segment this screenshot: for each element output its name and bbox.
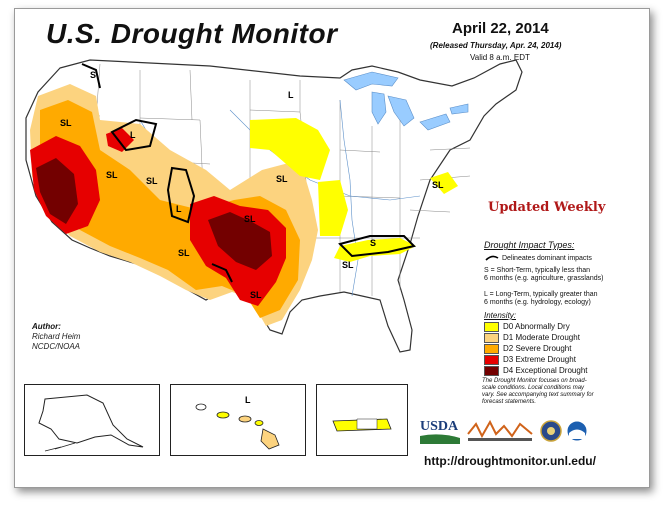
map-label-l-idaho: L: [130, 130, 136, 140]
map-label-sl-newmexico: SL: [178, 248, 190, 258]
intensity-swatch-3: [484, 355, 499, 365]
release-note: (Released Thursday, Apr. 24, 2014): [430, 41, 562, 50]
note-line-1: The Drought Monitor focuses on broad-: [482, 378, 587, 384]
note-line-3: vary. See accompanying text summary for: [482, 392, 594, 398]
ndmc-logo-graphic: [467, 419, 533, 441]
usda-logo-graphic: USDA: [420, 419, 460, 444]
map-label-l-dakota: L: [288, 90, 294, 100]
hawaii-label-l: L: [245, 395, 251, 405]
hawaii-inset: L: [170, 384, 306, 456]
drought-d0-plains: [250, 118, 330, 180]
author-org: NCDC/NOAA: [32, 342, 81, 351]
map-label-sl-utah: SL: [146, 176, 158, 186]
noaa-seal: [566, 420, 588, 442]
author-name: Richard Heim: [32, 332, 81, 341]
valid-time: Valid 8 a.m. EDT: [470, 53, 530, 62]
map-label-sl-arkansas: SL: [342, 260, 354, 270]
impact-lines: [81, 63, 416, 283]
author-heading: Author:: [32, 322, 61, 331]
map-title: U.S. Drought Monitor: [46, 18, 338, 49]
noaa-seal-graphic: [566, 420, 588, 442]
disclaimer-note: The Drought Monitor focuses on broad- sc…: [482, 378, 618, 406]
drought-d4-california: [36, 158, 78, 224]
intensity-label-0: D0 Abnormally Dry: [503, 322, 570, 331]
map-label-sl-oregon: SL: [60, 118, 72, 128]
usda-logo: USDA: [418, 414, 462, 446]
alaska-inset: [24, 384, 160, 456]
puerto-rico-map: [332, 418, 392, 432]
intensity-swatch-0: [484, 322, 499, 332]
doc-seal: [540, 420, 562, 442]
hawaii-map: L: [195, 395, 280, 450]
ndmc-logo: [466, 416, 536, 446]
impact-labels: S SL L SL L SL SL SL SL SL L S SL SL: [60, 70, 444, 300]
intensity-swatch-2: [484, 344, 499, 354]
puerto-rico-inset: [316, 384, 408, 456]
drought-monitor-url[interactable]: http://droughtmonitor.unl.edu/: [424, 454, 596, 468]
alaska-map: [38, 394, 144, 452]
intensity-label-2: D2 Severe Drought: [503, 344, 572, 353]
drought-d0-midwest: [318, 180, 348, 236]
intensity-label-4: D4 Exceptional Drought: [503, 366, 588, 375]
intensity-label-3: D3 Extreme Drought: [503, 355, 576, 364]
intensity-swatch-4: [484, 366, 499, 376]
legend-delineation-line: [485, 255, 499, 261]
updated-weekly-banner: Updated Weekly: [488, 200, 606, 215]
author-block: Author: Richard Heim NCDC/NOAA: [32, 322, 80, 352]
drought-d4-southern-plains: [208, 212, 272, 270]
map-label-s-northwest: S: [90, 70, 96, 80]
long-term-line-1: L = Long-Term, typically greater than: [484, 291, 598, 298]
usda-logo-text: USDA: [420, 419, 459, 434]
impact-types-title: Drought Impact Types:: [484, 240, 575, 250]
map-label-sl-virginia: SL: [432, 180, 444, 190]
note-line-2: scale conditions. Local conditions may: [482, 385, 585, 391]
long-term-line-2: 6 months (e.g. hydrology, ecology): [484, 299, 591, 306]
delineates-label: Delineates dominant impacts: [502, 255, 592, 262]
map-label-sl-nebraska: SL: [276, 174, 288, 184]
map-label-sl-nevada: SL: [106, 170, 118, 180]
note-line-4: forecast statements.: [482, 399, 537, 405]
intensity-swatch-1: [484, 333, 499, 343]
map-date: April 22, 2014: [452, 20, 549, 37]
map-label-sl-kansas: SL: [244, 214, 256, 224]
great-lakes: [343, 71, 469, 131]
map-label-l-colorado: L: [176, 204, 182, 214]
intensity-title: Intensity:: [484, 311, 517, 320]
drought-d0-east: [430, 172, 458, 194]
short-term-line-2: 6 months (e.g. agriculture, grasslands): [484, 275, 604, 282]
intensity-label-1: D1 Moderate Drought: [503, 333, 580, 342]
short-term-line-1: S = Short-Term, typically less than: [484, 267, 591, 274]
map-label-s-tennessee: S: [370, 238, 376, 248]
doc-seal-graphic: [540, 420, 562, 442]
map-label-sl-texas: SL: [250, 290, 262, 300]
